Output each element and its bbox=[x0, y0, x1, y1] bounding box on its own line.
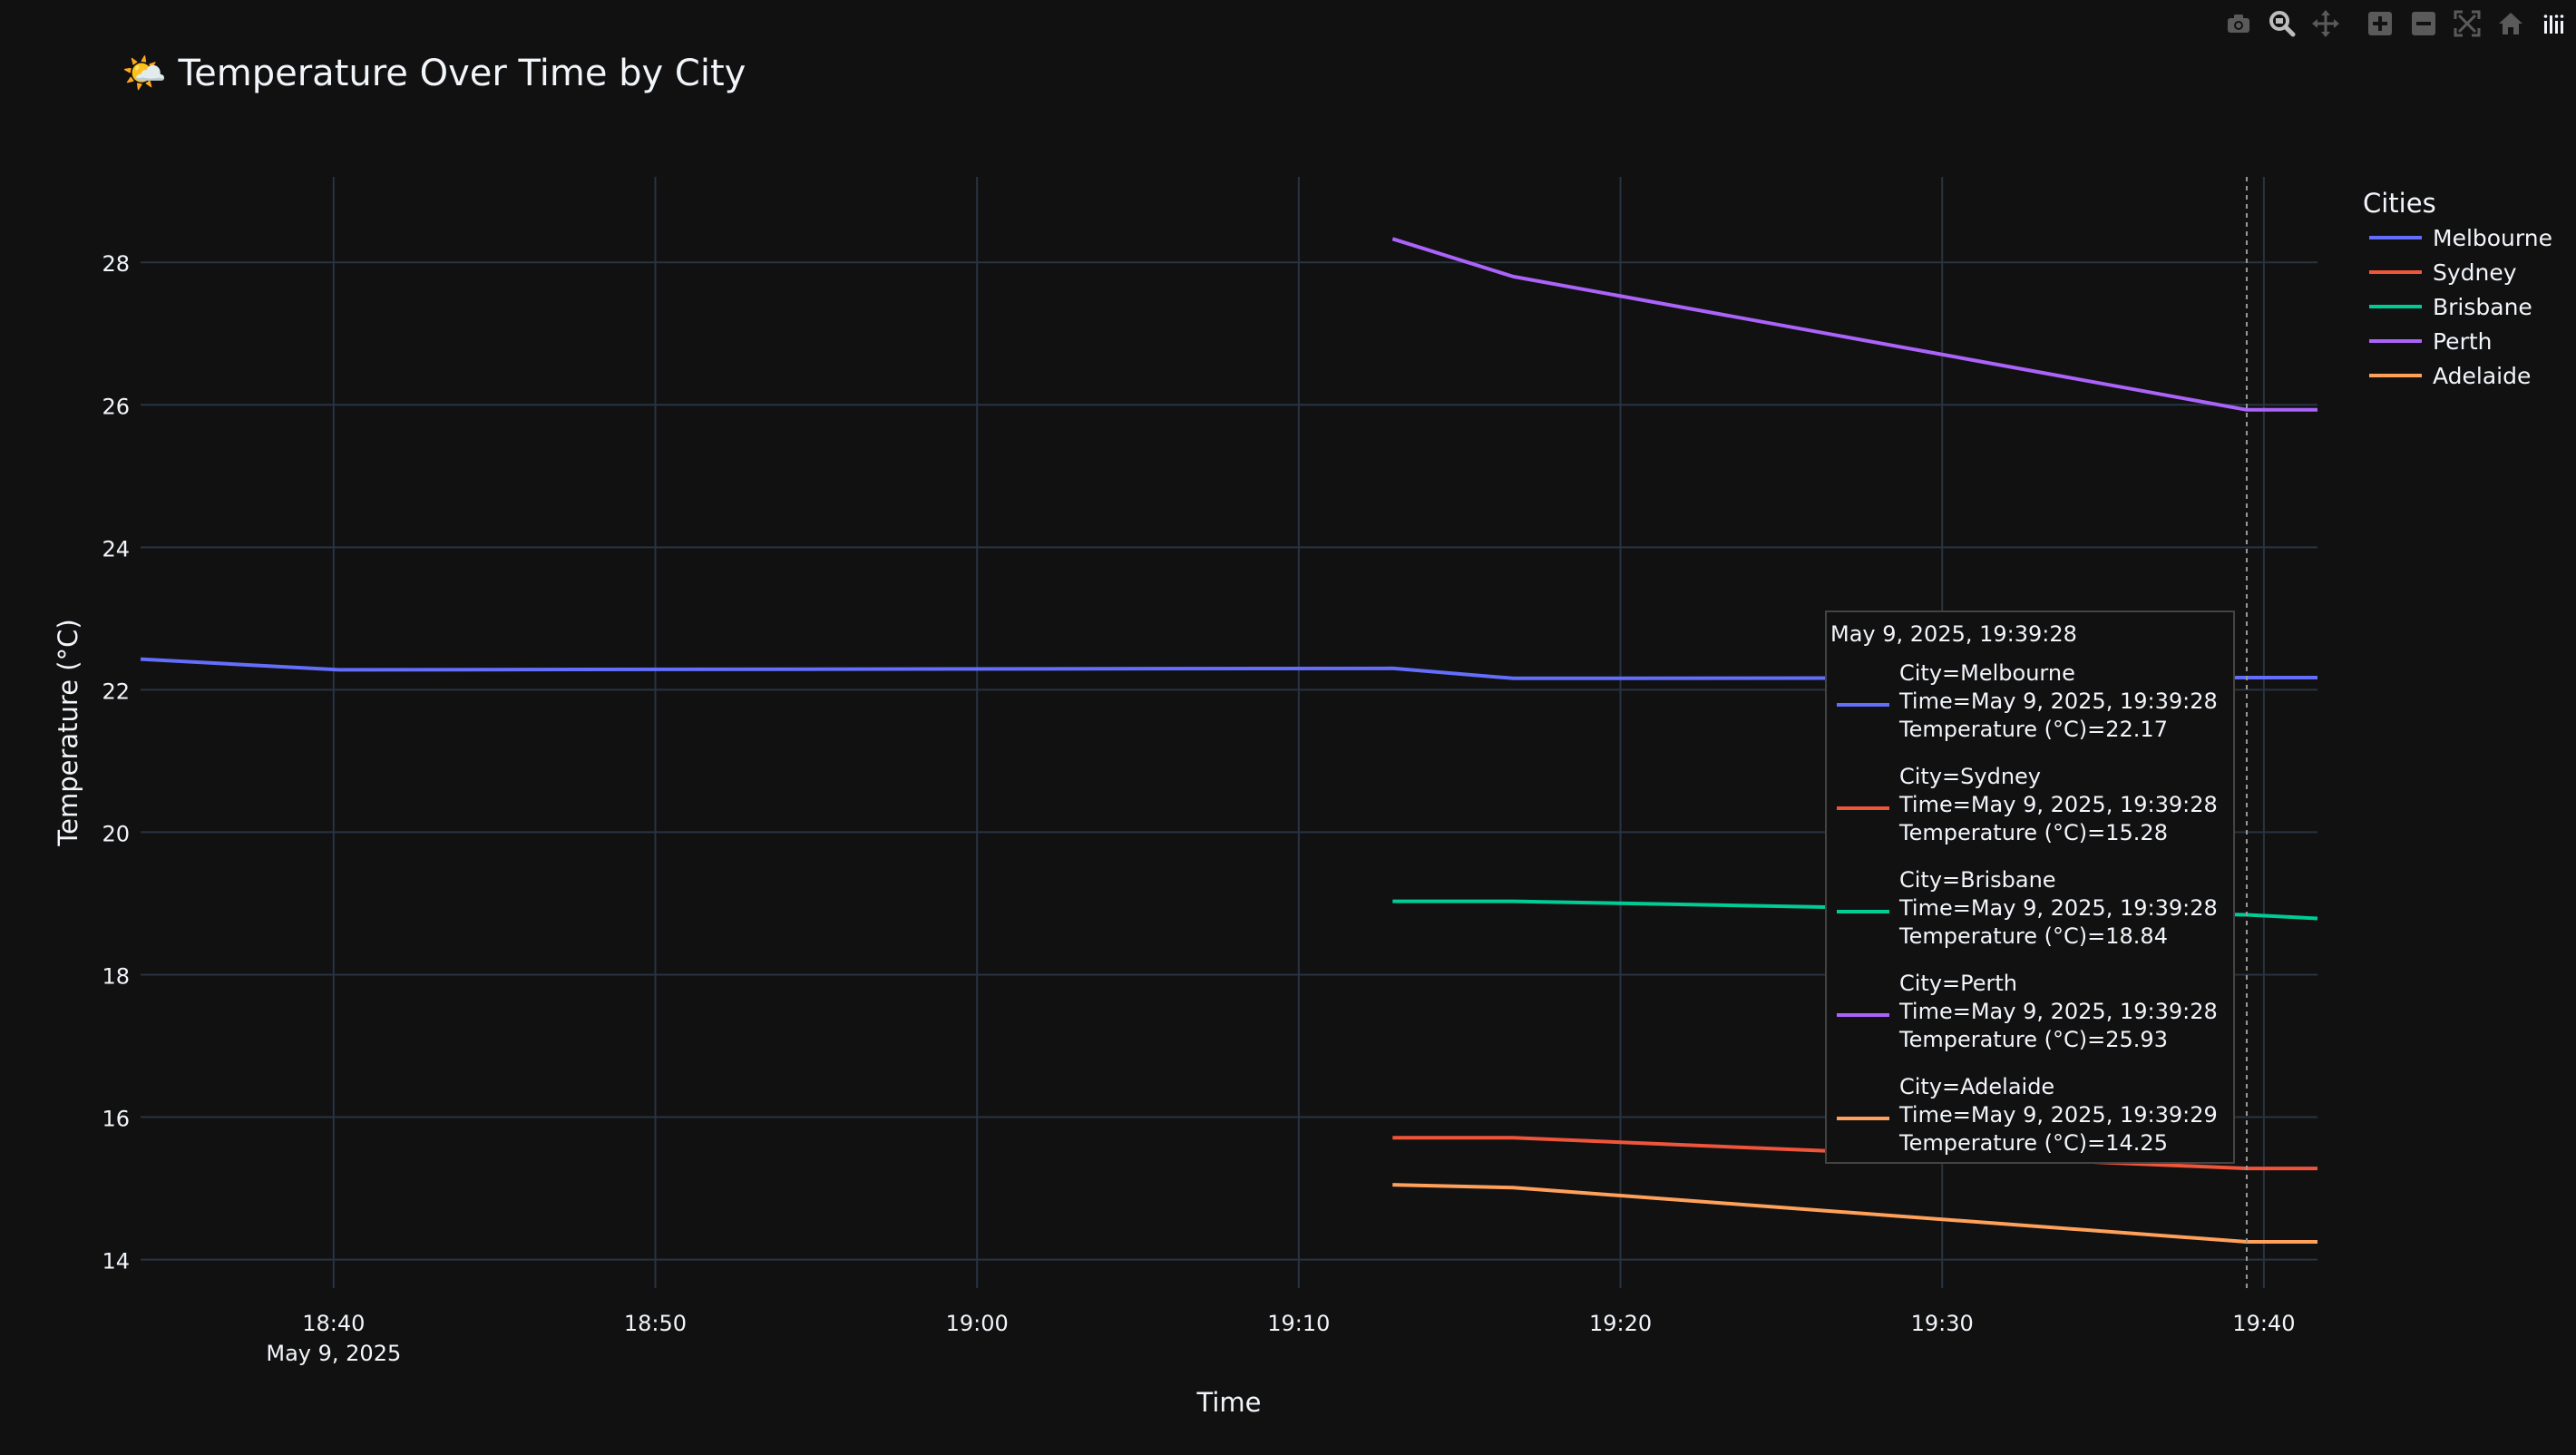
camera-icon[interactable] bbox=[2217, 5, 2260, 42]
x-tick-label: 18:40 bbox=[302, 1311, 365, 1336]
tooltip-line: Time=May 9, 2025, 19:39:28 bbox=[1898, 999, 2218, 1024]
tooltip-line: Time=May 9, 2025, 19:39:28 bbox=[1898, 792, 2218, 817]
zoom-out-icon[interactable] bbox=[2402, 5, 2445, 42]
x-axis-label: Time bbox=[1196, 1387, 1262, 1418]
tooltip-line: Temperature (°C)=15.28 bbox=[1898, 820, 2168, 845]
y-tick-label: 16 bbox=[102, 1107, 130, 1132]
series-line-adelaide bbox=[1392, 1183, 2317, 1244]
tooltip-line: Temperature (°C)=22.17 bbox=[1898, 717, 2168, 742]
tooltip-line: Time=May 9, 2025, 19:39:28 bbox=[1898, 688, 2218, 714]
legend: Cities Melbourne Sydney Brisbane Perth Adela… bbox=[2363, 188, 2552, 389]
x-tick-label: 19:40 bbox=[2232, 1311, 2295, 1336]
tooltip-line: City=Sydney bbox=[1899, 764, 2041, 789]
tooltip-line: City=Melbourne bbox=[1899, 660, 2075, 686]
autoscale-icon[interactable] bbox=[2445, 5, 2489, 42]
y-tick-label: 18 bbox=[102, 963, 130, 989]
hover-tooltip: May 9, 2025, 19:39:28City=MelbourneTime=… bbox=[1825, 610, 2235, 1164]
tooltip-header: May 9, 2025, 19:39:28 bbox=[1830, 621, 2077, 647]
tooltip-line: Time=May 9, 2025, 19:39:29 bbox=[1898, 1102, 2218, 1128]
y-tick-label: 20 bbox=[102, 821, 130, 846]
zoom-in-icon[interactable] bbox=[2358, 5, 2402, 42]
y-tick-label: 22 bbox=[102, 679, 130, 704]
y-tick-label: 26 bbox=[102, 394, 130, 419]
y-axis: 14 16 18 20 22 24 26 28 bbox=[102, 251, 130, 1274]
tooltip-line: City=Brisbane bbox=[1899, 867, 2056, 893]
chart-title: 🌤️ Temperature Over Time by City bbox=[122, 53, 746, 94]
y-tick-label: 24 bbox=[102, 536, 130, 561]
x-tick-label: 19:10 bbox=[1267, 1311, 1330, 1336]
x-tick-label: 19:20 bbox=[1589, 1311, 1652, 1336]
zoom-icon[interactable] bbox=[2260, 5, 2304, 42]
legend-item-label: Brisbane bbox=[2433, 294, 2532, 320]
modebar bbox=[2217, 5, 2576, 42]
tooltip-line: City=Adelaide bbox=[1899, 1074, 2054, 1099]
legend-item-label: Melbourne bbox=[2433, 225, 2552, 251]
tooltip-line: Temperature (°C)=14.25 bbox=[1898, 1130, 2168, 1156]
series-line-perth bbox=[1391, 237, 2317, 412]
x-tick-label: 19:00 bbox=[946, 1311, 1009, 1336]
y-tick-label: 14 bbox=[102, 1249, 130, 1274]
tooltip-line: Time=May 9, 2025, 19:39:28 bbox=[1898, 895, 2218, 921]
legend-item-label: Perth bbox=[2433, 328, 2493, 355]
y-tick-label: 28 bbox=[102, 251, 130, 277]
pan-icon[interactable] bbox=[2304, 5, 2347, 42]
legend-title: Cities bbox=[2363, 188, 2436, 219]
series-line-melbourne bbox=[140, 657, 2317, 680]
x-axis: 18:40 May 9, 2025 18:50 19:00 19:10 19:20 19:3… bbox=[266, 1311, 2295, 1366]
x-tick-sublabel: May 9, 2025 bbox=[266, 1341, 401, 1366]
legend-item-label: Adelaide bbox=[2433, 363, 2531, 389]
legend-item-label: Sydney bbox=[2433, 259, 2517, 286]
plotly-logo-icon[interactable] bbox=[2532, 5, 2576, 42]
tooltip-box bbox=[1825, 610, 2235, 1164]
tooltip-line: Temperature (°C)=25.93 bbox=[1898, 1027, 2168, 1052]
reset-axes-icon[interactable] bbox=[2489, 5, 2532, 42]
x-tick-label: 19:30 bbox=[1911, 1311, 1974, 1336]
y-axis-label: Temperature (°C) bbox=[53, 619, 83, 846]
tooltip-line: Temperature (°C)=18.84 bbox=[1898, 923, 2168, 949]
tooltip-line: City=Perth bbox=[1899, 971, 2017, 996]
x-tick-label: 18:50 bbox=[624, 1311, 687, 1336]
